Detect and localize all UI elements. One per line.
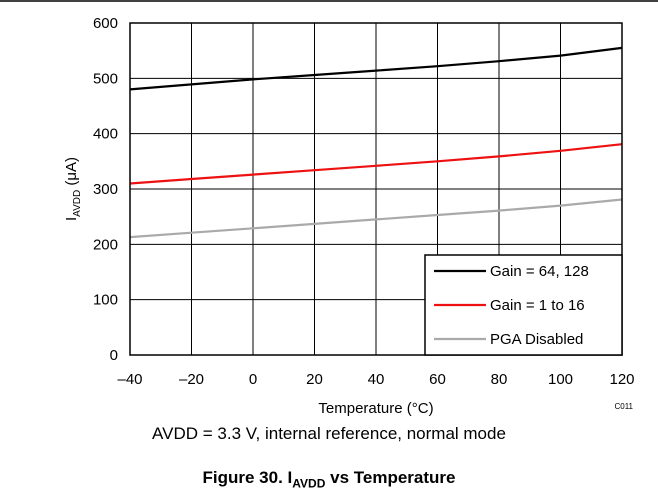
x-tick-label: 40 — [368, 371, 385, 388]
y-tick-label: 500 — [93, 70, 118, 87]
y-tick-label: 400 — [93, 126, 118, 143]
y-axis-title: IAVDD (μA) — [63, 157, 83, 221]
legend: Gain = 64, 128 Gain = 1 to 16 PGA Disabl… — [424, 254, 623, 356]
legend-label-pga-disabled: PGA Disabled — [490, 331, 583, 348]
x-tick-label: 0 — [249, 371, 257, 388]
figure-caption-prefix: Figure 30. I — [202, 468, 293, 487]
series-line-0 — [129, 46, 623, 91]
y-axis-title-main: I — [63, 217, 80, 221]
y-tick-label: 600 — [93, 15, 118, 32]
y-tick-label: 300 — [93, 181, 118, 198]
series-lines — [129, 46, 623, 239]
x-tick-label: 60 — [429, 371, 446, 388]
figure-caption-suffix: vs Temperature — [325, 468, 456, 487]
x-tick-label: 100 — [548, 371, 573, 388]
series-line-2 — [129, 198, 623, 239]
x-tick-labels: –40 –20 0 20 40 60 80 100 120 — [117, 371, 634, 388]
legend-label-gain-1-16: Gain = 1 to 16 — [490, 297, 585, 314]
figure-caption: Figure 30. IAVDD vs Temperature — [0, 468, 658, 490]
x-tick-label: 20 — [306, 371, 323, 388]
y-tick-label: 0 — [110, 347, 118, 364]
x-tick-label: –20 — [179, 371, 204, 388]
series-line-1 — [129, 143, 623, 185]
y-tick-label: 200 — [93, 236, 118, 253]
y-tick-label: 100 — [93, 292, 118, 309]
figure-subcaption: AVDD = 3.3 V, internal reference, normal… — [152, 424, 506, 443]
y-axis-title-sub: AVDD — [72, 190, 83, 217]
plot-frame — [129, 22, 623, 356]
y-tick-labels: 0 100 200 300 400 500 600 — [93, 15, 118, 364]
x-tick-label: –40 — [117, 371, 142, 388]
x-tick-label: 120 — [609, 371, 634, 388]
y-axis-title-unit: (μA) — [63, 157, 80, 190]
x-tick-label: 80 — [491, 371, 508, 388]
figure-caption-sub: AVDD — [292, 476, 326, 491]
legend-label-gain-64-128: Gain = 64, 128 — [490, 263, 589, 280]
x-axis-title: Temperature (°C) — [318, 400, 433, 417]
chart-code-label: C011 — [614, 402, 633, 411]
